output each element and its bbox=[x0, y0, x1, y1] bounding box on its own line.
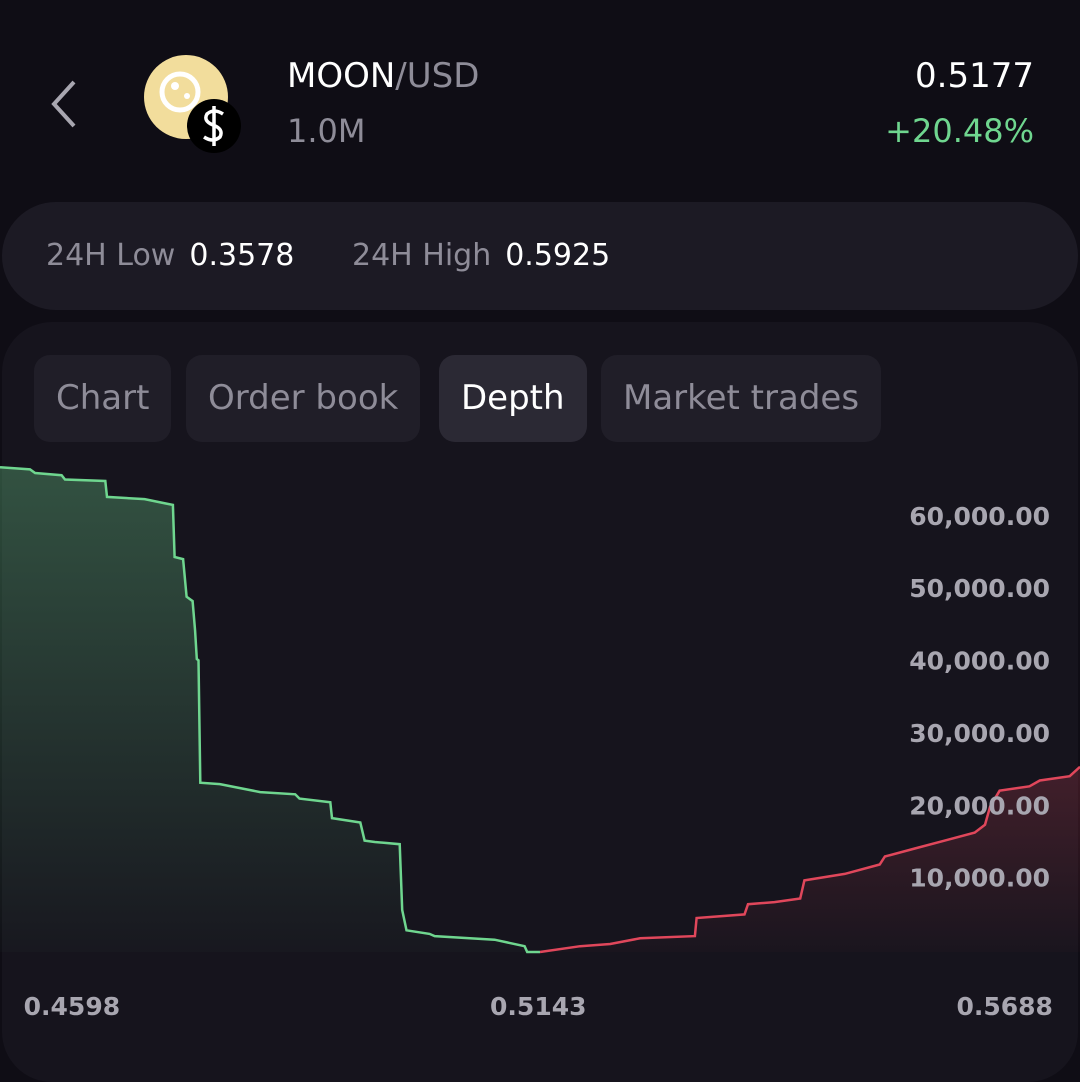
depth-line bbox=[0, 465, 540, 954]
change: +20.48% bbox=[885, 112, 1034, 150]
stat-label: 24H Low bbox=[46, 238, 176, 273]
stat: 24H Low 0.3578 bbox=[46, 238, 294, 273]
depth-line bbox=[539, 765, 1080, 954]
coin-icon bbox=[144, 55, 241, 153]
pair: MOON/USD bbox=[287, 56, 479, 96]
depth-area bbox=[0, 467, 540, 952]
price: 0.5177 bbox=[915, 56, 1034, 96]
stat-value: 0.3578 bbox=[189, 238, 295, 273]
x-tick-label: 0.5143 bbox=[490, 992, 586, 1021]
y-tick-label: 20,000.00 bbox=[909, 791, 1050, 820]
y-tick-label: 40,000.00 bbox=[909, 647, 1050, 676]
stat-value: 0.5925 bbox=[505, 238, 611, 273]
x-tick-label: 0.5688 bbox=[956, 992, 1052, 1021]
back-button[interactable] bbox=[51, 80, 76, 128]
stat-label: 24H High bbox=[352, 238, 492, 273]
stats-bar bbox=[2, 202, 1078, 310]
volume: 1.0M bbox=[287, 112, 366, 150]
base: MOON bbox=[287, 56, 396, 96]
tab[interactable]: Chart bbox=[34, 355, 172, 442]
page: MOON/USD 1.0M 0.5177 +20.48% 24H Low 0.35… bbox=[0, 55, 1080, 1021]
header-icons bbox=[51, 80, 76, 128]
tab[interactable]: Depth bbox=[439, 355, 587, 442]
y-tick-label: 10,000.00 bbox=[909, 864, 1050, 893]
depth-chart: 60,000.00 50,000.00 40,000.00 30,000.00 20,0… bbox=[0, 465, 1080, 1021]
y-tick-label: 30,000.00 bbox=[909, 719, 1050, 748]
x-tick-label: 0.4598 bbox=[24, 992, 120, 1021]
y-tick-label: 60,000.00 bbox=[909, 502, 1050, 531]
stat: 24H High 0.5925 bbox=[352, 238, 610, 273]
tab[interactable]: Market trades bbox=[601, 355, 882, 442]
y-tick-label: 50,000.00 bbox=[909, 574, 1050, 603]
depth-area bbox=[540, 766, 1080, 952]
quote: /USD bbox=[395, 56, 480, 96]
tab[interactable]: Order book bbox=[186, 355, 421, 442]
